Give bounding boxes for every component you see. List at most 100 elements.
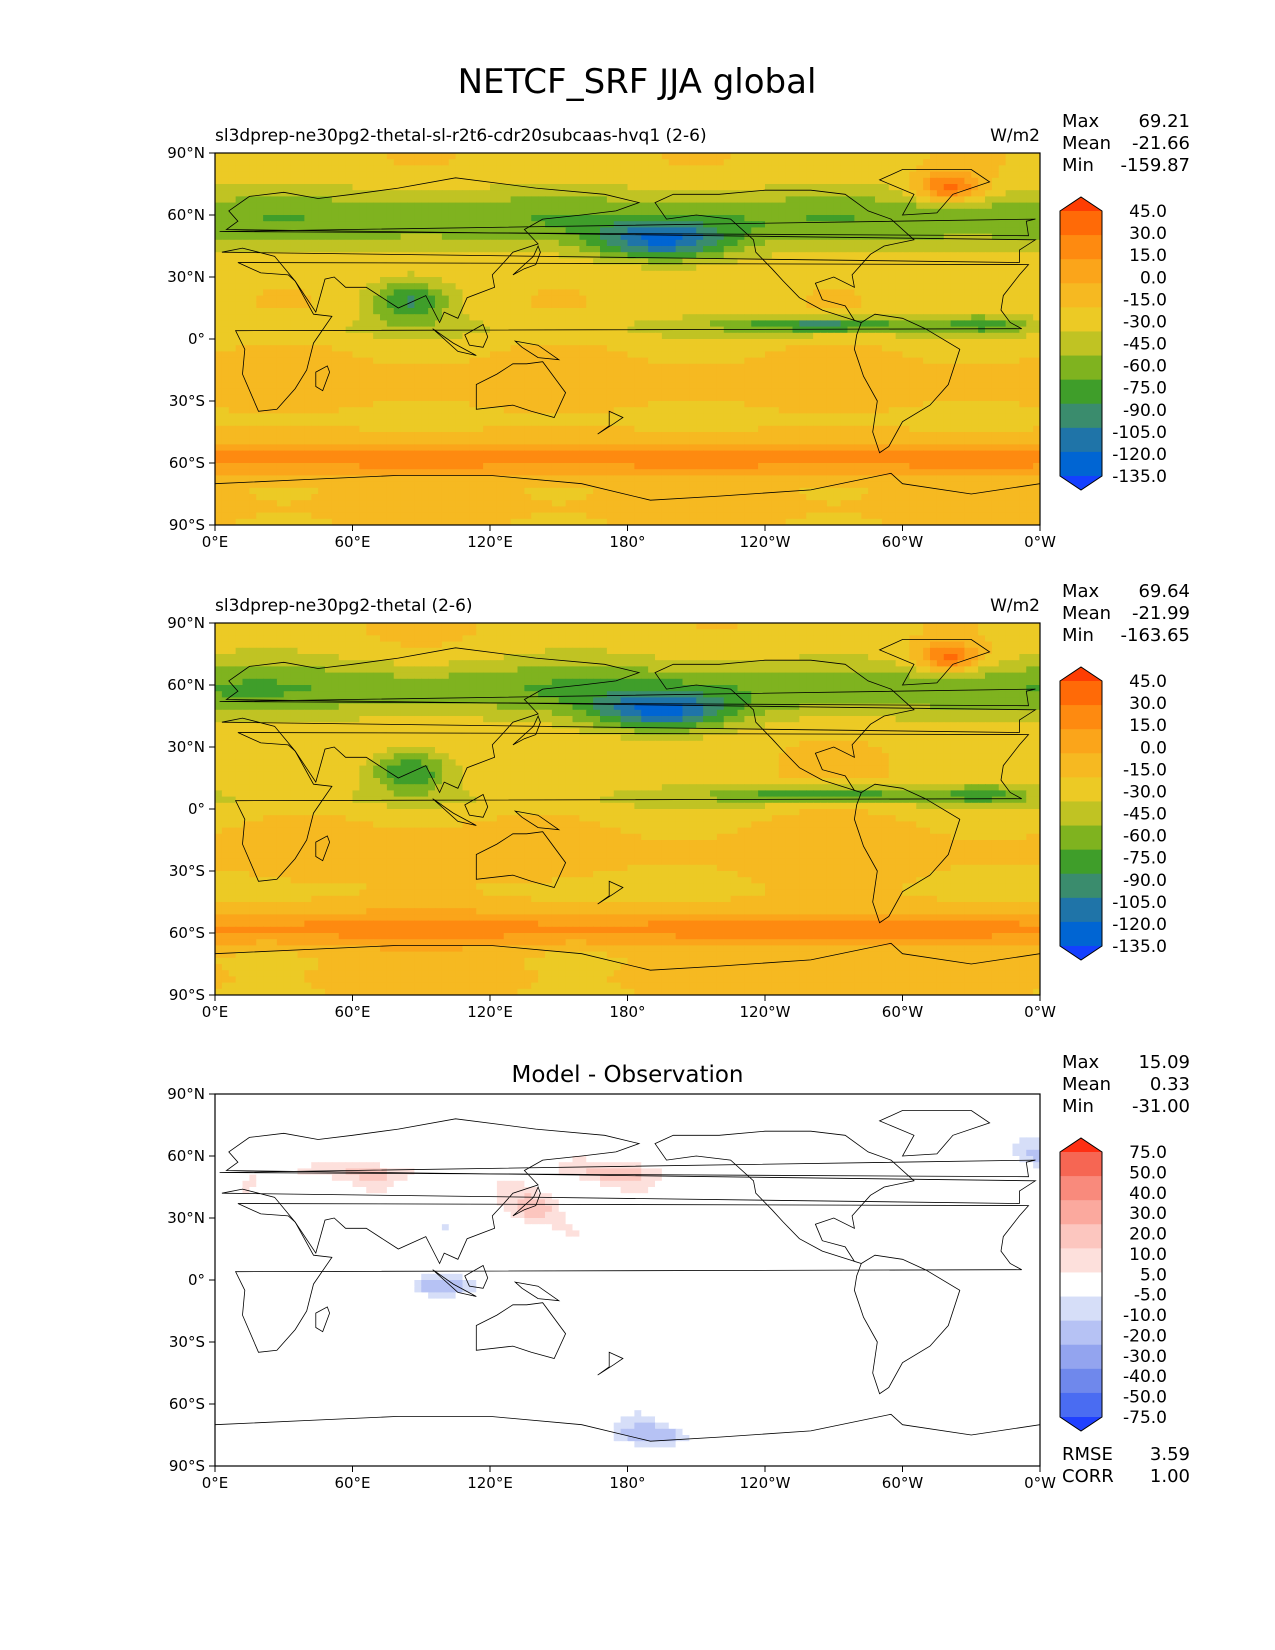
- x-tick-label: 60°W: [882, 533, 924, 551]
- x-tick-label: 0°W: [1024, 1003, 1056, 1021]
- panel-units: W/m2: [990, 596, 1040, 616]
- colorbar-band: [1060, 403, 1102, 429]
- colorbar-label: -5.0: [1134, 1286, 1167, 1306]
- colorbar-band: [1060, 1176, 1102, 1201]
- y-tick-label: 60°N: [167, 206, 205, 224]
- colorbar-outline: [1059, 1137, 1103, 1432]
- colorbar-label: -60.0: [1123, 827, 1167, 847]
- colorbar-label: -45.0: [1123, 335, 1167, 355]
- colorbar-band: [1060, 307, 1102, 332]
- colorbar-band: [1060, 451, 1102, 477]
- footer-stat-value: 3.59: [1150, 1444, 1190, 1465]
- colorbar-band: [1060, 705, 1102, 730]
- colorbar-label: 45.0: [1129, 672, 1167, 692]
- colorbar-band: [1060, 1320, 1102, 1346]
- colorbar-band: [1060, 1152, 1102, 1177]
- colorbar-outline: [1059, 666, 1103, 961]
- colorbar-label: -120.0: [1112, 915, 1167, 935]
- y-tick-label: 0°: [188, 330, 205, 348]
- colorbar-extend-bottom: [1060, 1417, 1102, 1431]
- colorbar-label: 15.0: [1129, 246, 1167, 266]
- map-panel-3: Model - Observation 0°E 60°E 120°E 180° 120°W…: [167, 1052, 1190, 1492]
- stat-value: -21.66: [1132, 133, 1190, 154]
- colorbar-band: [1060, 1224, 1102, 1249]
- colorbar-extend-top: [1060, 197, 1102, 211]
- x-tick-label: 120°W: [740, 533, 791, 551]
- x-tick-label: 0°W: [1024, 533, 1056, 551]
- panel-units: W/m2: [990, 126, 1040, 146]
- colorbar-band: [1060, 801, 1102, 826]
- footer-stat-label: RMSE: [1062, 1444, 1113, 1465]
- colorbar: 45.030.015.00.0-15.0-30.0 -45.0-60.0-75.0…: [1059, 196, 1167, 491]
- colorbar-label: -30.0: [1123, 782, 1167, 802]
- x-tick-label: 0°W: [1024, 1474, 1056, 1492]
- colorbar-label: -15.0: [1123, 760, 1167, 780]
- colorbar-label: -90.0: [1123, 401, 1167, 421]
- stat-label: Max: [1062, 111, 1100, 132]
- stat-value: 69.64: [1138, 581, 1190, 602]
- colorbar-label: 50.0: [1129, 1163, 1167, 1183]
- stat-label: Min: [1062, 155, 1094, 176]
- coastlines: [215, 1110, 1040, 1466]
- colorbar-band: [1060, 849, 1102, 875]
- colorbar-label: 30.0: [1129, 1204, 1167, 1224]
- colorbar-label: -50.0: [1123, 1388, 1167, 1408]
- stat-value: 69.21: [1138, 111, 1190, 132]
- stat-label: Mean: [1062, 133, 1111, 154]
- x-tick-label: 120°E: [467, 1474, 513, 1492]
- colorbar: 75.050.040.030.020.010.05.0-5.0-10.0-20.…: [1059, 1137, 1167, 1432]
- y-tick-label: 90°N: [167, 614, 205, 632]
- colorbar-label: 0.0: [1140, 268, 1167, 288]
- stat-value: 0.33: [1150, 1074, 1190, 1095]
- y-tick-label: 30°S: [169, 392, 205, 410]
- colorbar-band: [1060, 1272, 1102, 1297]
- x-tick-label: 180°: [609, 1474, 645, 1492]
- x-tick-label: 60°E: [334, 1003, 370, 1021]
- x-tick-label: 60°E: [334, 533, 370, 551]
- figure-title: NETCF_SRF JJA global: [458, 62, 817, 102]
- y-tick-label: 90°N: [167, 1085, 205, 1103]
- colorbar-band: [1060, 1392, 1102, 1418]
- colorbar-band: [1060, 825, 1102, 851]
- stat-value: -159.87: [1121, 155, 1190, 176]
- colorbar-label: 15.0: [1129, 716, 1167, 736]
- colorbar-band: [1060, 331, 1102, 356]
- x-tick-label: 120°W: [740, 1003, 791, 1021]
- y-tick-label: 60°N: [167, 676, 205, 694]
- map-field: [215, 1094, 1040, 1466]
- y-tick-label: 90°S: [169, 516, 205, 534]
- colorbar-outline: [1059, 196, 1103, 491]
- stat-value: 15.09: [1138, 1052, 1190, 1073]
- map-field: [215, 623, 1040, 995]
- x-tick-label: 180°: [609, 533, 645, 551]
- x-tick-label: 0°E: [202, 533, 229, 551]
- colorbar-band: [1060, 777, 1102, 802]
- colorbar-label: 10.0: [1129, 1245, 1167, 1265]
- colorbar-band: [1060, 355, 1102, 381]
- y-tick-label: 90°N: [167, 144, 205, 162]
- colorbar-band: [1060, 283, 1102, 308]
- colorbar-band: [1060, 873, 1102, 899]
- x-tick-label: 120°E: [467, 1003, 513, 1021]
- y-tick-label: 90°S: [169, 986, 205, 1004]
- colorbar-label: -60.0: [1123, 357, 1167, 377]
- stat-label: Max: [1062, 581, 1100, 602]
- colorbar-band: [1060, 427, 1102, 453]
- colorbar-label: -40.0: [1123, 1367, 1167, 1387]
- colorbar-label: -30.0: [1123, 1347, 1167, 1367]
- colorbar-band: [1060, 897, 1102, 923]
- colorbar-label: 45.0: [1129, 202, 1167, 222]
- colorbar-extend-bottom: [1060, 946, 1102, 960]
- colorbar-band: [1060, 753, 1102, 778]
- map-panel-1: sl3dprep-ne30pg2-thetal-sl-r2t6-cdr20sub…: [167, 111, 1190, 551]
- y-tick-label: 30°N: [167, 738, 205, 756]
- colorbar-label: 5.0: [1140, 1265, 1167, 1285]
- panel-title: sl3dprep-ne30pg2-thetal-sl-r2t6-cdr20sub…: [215, 126, 707, 146]
- y-tick-label: 30°S: [169, 1333, 205, 1351]
- y-tick-label: 90°S: [169, 1457, 205, 1475]
- footer-stat-label: CORR: [1062, 1466, 1114, 1487]
- stat-label: Min: [1062, 625, 1094, 646]
- y-tick-label: 0°: [188, 1271, 205, 1289]
- stat-value: -21.99: [1132, 603, 1190, 624]
